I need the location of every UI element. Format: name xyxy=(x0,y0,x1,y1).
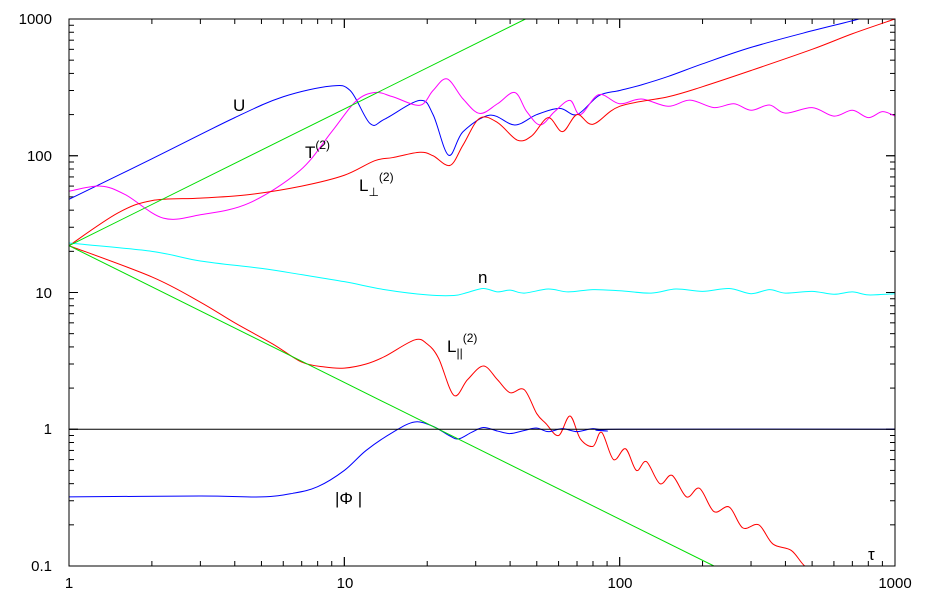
series-line-green_down xyxy=(69,245,715,566)
y-tick-label: 100 xyxy=(27,148,52,165)
label-n: n xyxy=(478,268,487,287)
y-tick-label: 1 xyxy=(44,421,52,438)
x-tick-label: 1 xyxy=(65,575,73,592)
series-line-Lperp2 xyxy=(69,19,895,247)
axis-ticks xyxy=(68,18,896,567)
x-tick-label: 10 xyxy=(337,575,354,592)
series-line-Lpar2 xyxy=(69,245,806,566)
series-line-green_up xyxy=(69,19,526,247)
label-T2: T(2) xyxy=(305,138,330,162)
plot-frame xyxy=(68,18,896,567)
y-tick-label: 1000 xyxy=(19,11,52,28)
series-group xyxy=(69,19,895,566)
x-axis-label: τ xyxy=(868,545,875,564)
y-tick-label: 0.1 xyxy=(31,558,52,575)
x-tick-label: 100 xyxy=(607,575,632,592)
label-U: U xyxy=(233,96,245,115)
label-Lperp2: L⊥(2) xyxy=(359,170,394,199)
label-Phi: |Φ | xyxy=(335,489,362,508)
series-line-Phi xyxy=(69,421,895,498)
series-line-n xyxy=(69,242,895,297)
x-tick-label: 1000 xyxy=(878,575,911,592)
series-line-U xyxy=(69,19,861,200)
label-Lpar2: L||(2) xyxy=(447,331,477,360)
y-tick-label: 10 xyxy=(35,285,52,302)
